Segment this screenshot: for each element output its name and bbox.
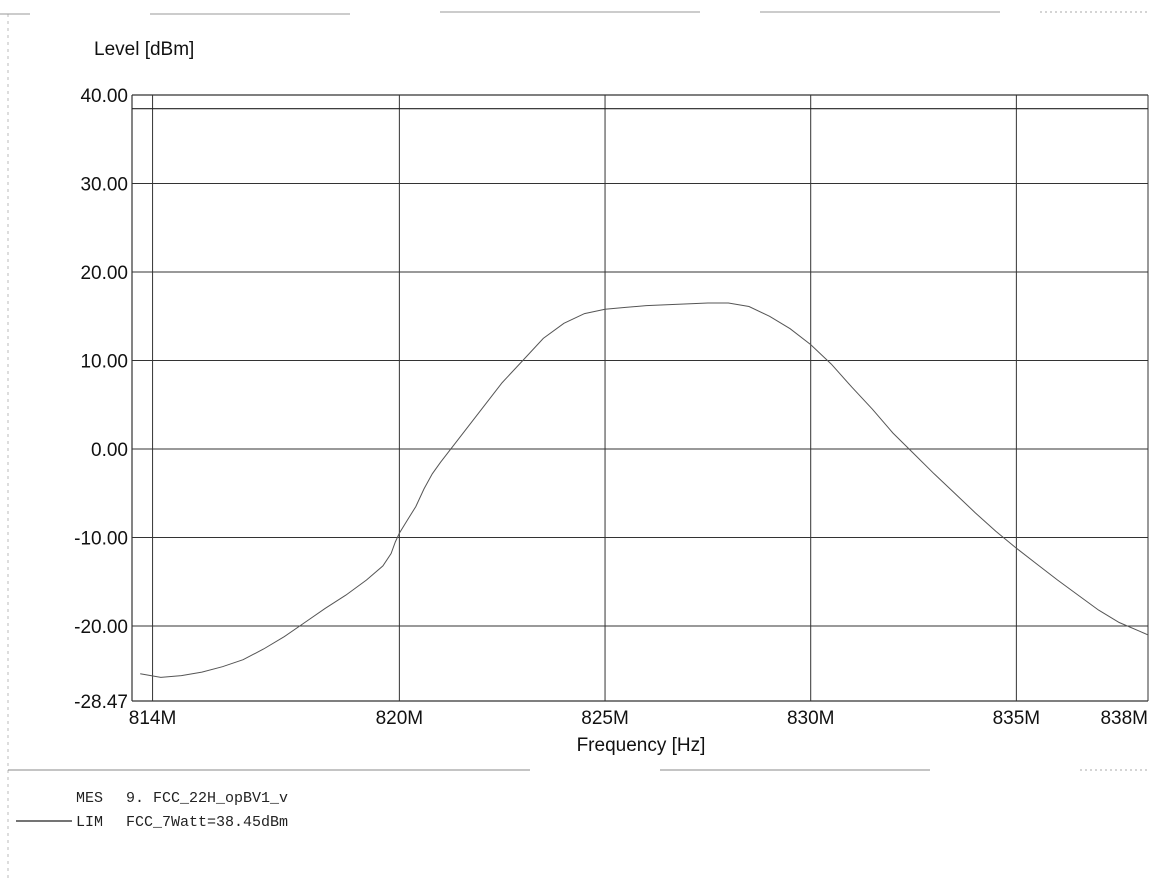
horizontal-gridlines bbox=[132, 94, 1148, 702]
legend: MES 9. FCC_22H_opBV1_v LIM FCC_7Watt=38.… bbox=[16, 790, 288, 831]
y-tick-label: 0.00 bbox=[91, 440, 128, 461]
y-tick-label: -10.00 bbox=[74, 529, 128, 550]
page-frame bbox=[0, 11, 1150, 880]
y-tick-labels: 40.00 30.00 20.00 10.00 0.00 -10.00 -20.00 -28.… bbox=[74, 86, 128, 713]
x-tick-label: 838M bbox=[1100, 708, 1148, 729]
x-tick-label: 820M bbox=[376, 708, 424, 729]
x-tick-label: 835M bbox=[993, 708, 1041, 729]
x-tick-label: 814M bbox=[129, 708, 177, 729]
y-axis-label: Level [dBm] bbox=[94, 39, 194, 60]
legend-lim-text: FCC_7Watt=38.45dBm bbox=[126, 814, 288, 831]
legend-lim-tag: LIM bbox=[76, 814, 103, 831]
vertical-gridlines bbox=[131, 95, 1149, 701]
measurement-trace bbox=[140, 302, 1149, 678]
y-tick-label: 20.00 bbox=[80, 263, 128, 284]
x-tick-label: 825M bbox=[581, 708, 629, 729]
legend-mes-text: 9. FCC_22H_opBV1_v bbox=[126, 790, 288, 807]
y-tick-label: -20.00 bbox=[74, 617, 128, 638]
x-axis-label: Frequency [Hz] bbox=[577, 735, 706, 756]
legend-mes-tag: MES bbox=[76, 790, 103, 807]
x-tick-label: 830M bbox=[787, 708, 835, 729]
y-tick-label: 10.00 bbox=[80, 352, 128, 373]
y-tick-label: 30.00 bbox=[80, 175, 128, 196]
x-tick-labels: 814M 820M 825M 830M 835M 838M bbox=[129, 708, 1148, 729]
y-tick-label: 40.00 bbox=[80, 86, 128, 107]
y-tick-label: -28.47 bbox=[74, 692, 128, 713]
